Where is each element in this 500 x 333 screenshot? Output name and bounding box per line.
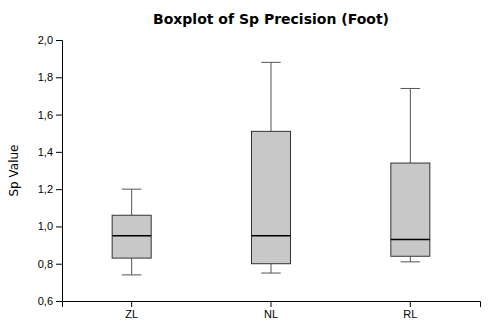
y-tick-mark [56, 189, 62, 190]
y-tick-mark [56, 77, 62, 78]
y-tick-mark [56, 301, 62, 302]
whisker-high [410, 88, 411, 163]
cap-high [401, 88, 421, 89]
x-tick: ZL [125, 301, 138, 320]
cap-high [122, 189, 142, 190]
y-tick: 0,6 [38, 295, 62, 307]
median [391, 239, 430, 241]
y-tick: 1,4 [38, 146, 62, 158]
x-tick-label: NL [264, 308, 278, 320]
whisker-low [131, 258, 132, 275]
cap-low [401, 261, 421, 262]
cap-high [261, 62, 281, 63]
y-tick-label: 2,0 [38, 34, 53, 46]
y-axis-title: Sp Value [7, 144, 21, 196]
y-tick-mark [56, 152, 62, 153]
whisker-low [410, 256, 411, 262]
y-tick-label: 0,6 [38, 295, 53, 307]
x-axis-line [63, 302, 481, 308]
box-group [391, 88, 430, 261]
box [391, 163, 430, 256]
box-group [251, 62, 290, 273]
cap-low [261, 273, 281, 274]
box-group [112, 189, 151, 275]
plot: 0,6 0,8 1,0 1,2 1,4 1,6 1,8 2,0 ZL NL RL [38, 34, 481, 320]
y-tick-label: 1,6 [38, 109, 53, 121]
y-tick: 1,6 [38, 109, 62, 121]
y-axis-line [56, 41, 63, 302]
x-axis: ZL NL RL [63, 301, 481, 320]
cap-low [122, 274, 142, 275]
title: Boxplot of Sp Precision (Foot) [153, 11, 389, 27]
y-tick: 1,8 [38, 71, 62, 83]
x-tick-label: RL [403, 308, 417, 320]
y-tick-label: 1,2 [38, 183, 53, 195]
y-tick: 2,0 [38, 34, 62, 46]
x-tick-mark [271, 301, 272, 307]
whisker-high [271, 62, 272, 131]
y-axis: 0,6 0,8 1,0 1,2 1,4 1,6 1,8 2,0 [38, 34, 63, 307]
y-tick-mark [56, 40, 62, 41]
whisker-high [131, 189, 132, 215]
y-tick: 1,0 [38, 220, 62, 232]
y-tick-label: 0,8 [38, 258, 53, 270]
x-tick-label: ZL [125, 308, 138, 320]
box [251, 131, 290, 263]
x-tick: RL [403, 301, 417, 320]
y-tick-mark [56, 226, 62, 227]
x-tick: NL [264, 301, 278, 320]
y-tick-label: 1,4 [38, 146, 53, 158]
y-tick: 1,2 [38, 183, 62, 195]
chart: 0,6 0,8 1,0 1,2 1,4 1,6 1,8 2,0 ZL NL RL Boxplot of… [0, 0, 500, 333]
whisker-low [271, 264, 272, 273]
x-tick-mark [410, 301, 411, 307]
box [112, 215, 151, 258]
y-tick-label: 1,0 [38, 220, 53, 232]
y-tick-label: 1,8 [38, 71, 53, 83]
y-tick: 0,8 [38, 258, 62, 270]
y-tick-mark [56, 264, 62, 265]
x-tick-mark [131, 301, 132, 307]
median [251, 235, 290, 237]
marks [112, 62, 430, 275]
median [112, 235, 151, 237]
y-tick-mark [56, 115, 62, 116]
